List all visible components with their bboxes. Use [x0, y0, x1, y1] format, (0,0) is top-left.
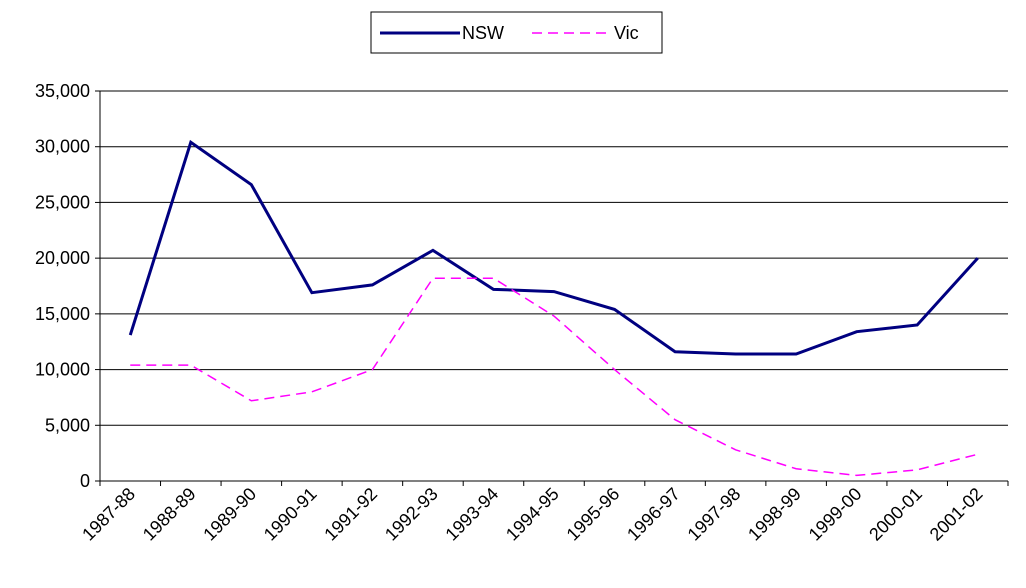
y-tick-label: 5,000 [45, 415, 90, 435]
x-tick-label: 1995-96 [563, 484, 624, 545]
x-tick-label: 1993-94 [441, 484, 502, 545]
x-tick-label: 1992-93 [381, 484, 442, 545]
x-tick-label: 1991-92 [320, 484, 381, 545]
x-tick-label: 1998-99 [744, 484, 805, 545]
y-tick-label: 15,000 [35, 304, 90, 324]
legend-label: NSW [462, 23, 504, 43]
y-tick-label: 35,000 [35, 81, 90, 101]
x-tick-label: 2000-01 [865, 484, 926, 545]
x-tick-label: 2001-02 [926, 484, 987, 545]
x-tick-label: 1989-90 [199, 484, 260, 545]
y-tick-label: 25,000 [35, 192, 90, 212]
x-tick-label: 1987-88 [78, 484, 139, 545]
x-tick-label: 1996-97 [623, 484, 684, 545]
y-tick-label: 30,000 [35, 137, 90, 157]
legend-label: Vic [614, 23, 639, 43]
x-tick-label: 1990-91 [260, 484, 321, 545]
y-tick-label: 10,000 [35, 360, 90, 380]
x-tick-label: 1988-89 [139, 484, 200, 545]
x-tick-label: 1997-98 [684, 484, 745, 545]
line-series [130, 277, 978, 477]
y-tick-label: 20,000 [35, 248, 90, 268]
y-tick-label: 0 [80, 471, 90, 491]
x-tick-label: 1994-95 [502, 484, 563, 545]
x-tick-label: 1999-00 [805, 484, 866, 545]
line-series [128, 139, 979, 356]
